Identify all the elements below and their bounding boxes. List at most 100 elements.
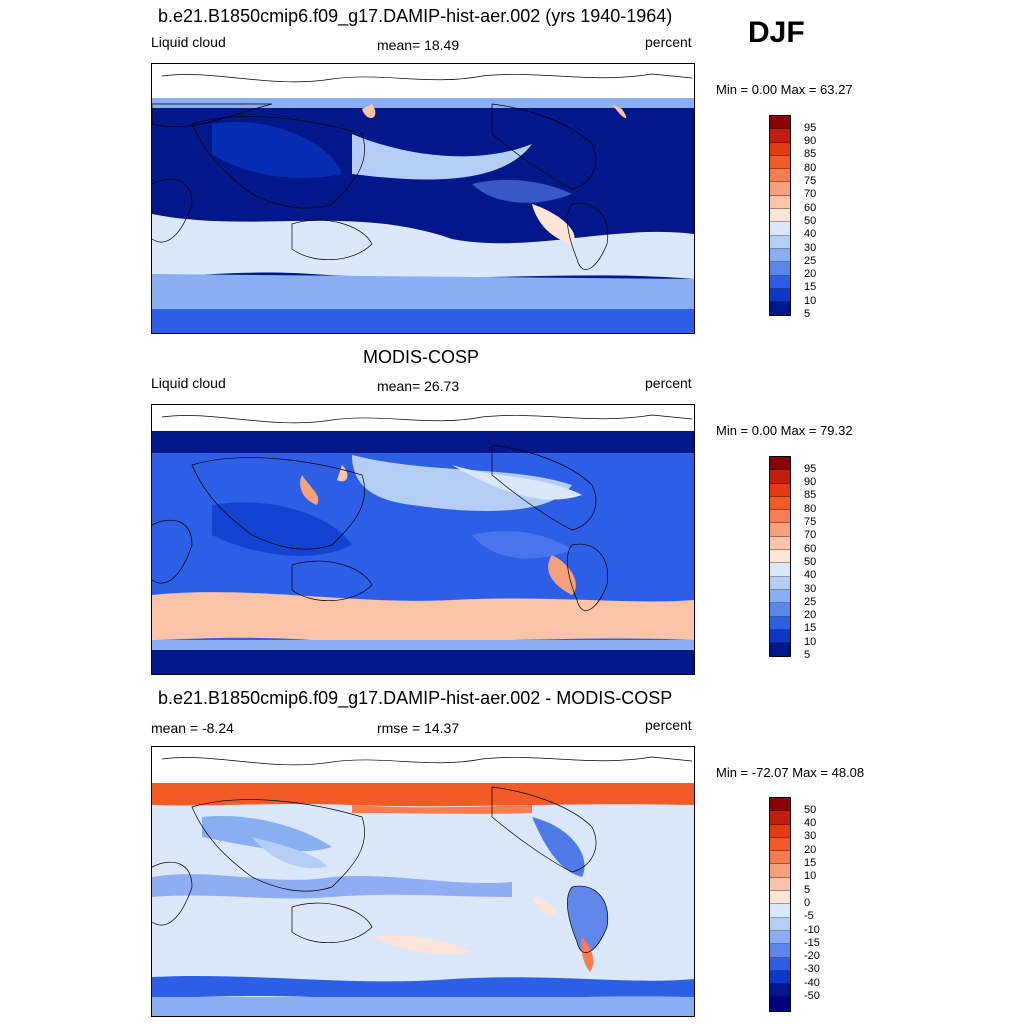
colorbar-tick-label: 10 <box>804 635 817 648</box>
colorbar-tick-label: 80 <box>804 502 817 515</box>
colorbar-tick-label: 20 <box>804 609 817 622</box>
colorbar-tick-label: 15 <box>804 622 817 635</box>
colorbar-swatch <box>770 984 790 998</box>
colorbar-tick-label: 25 <box>804 595 817 608</box>
min-max-label: Min = 0.00 Max = 79.32 <box>716 423 853 438</box>
colorbar-swatch <box>770 129 790 143</box>
colorbar-tick-label: 15 <box>804 281 817 294</box>
colorbar-swatch <box>770 798 790 812</box>
colorbar-swatch <box>770 864 790 878</box>
colorbar <box>769 797 791 1012</box>
map-difference-liquid-cloud <box>151 746 695 1017</box>
colorbar-tick-label: 85 <box>804 489 817 502</box>
colorbar-swatch <box>770 589 790 604</box>
colorbar-swatch <box>770 576 790 590</box>
colorbar-swatch <box>770 209 790 223</box>
colorbar-swatch <box>770 550 790 564</box>
colorbar-tick-label: 30 <box>804 830 817 843</box>
colorbar-tick-label: 15 <box>804 857 817 869</box>
colorbar-swatch <box>770 536 790 551</box>
panel-title: b.e21.B1850cmip6.f09_g17.DAMIP-hist-aer.… <box>158 6 673 26</box>
colorbar-swatch <box>770 288 790 303</box>
units-label: percent <box>645 717 692 733</box>
colorbar-swatch <box>770 891 790 905</box>
colorbar-swatch <box>770 182 790 196</box>
map-modis-liquid-cloud <box>151 404 695 675</box>
colorbar-tick-label: 80 <box>804 161 817 174</box>
variable-label: Liquid cloud <box>151 34 226 50</box>
colorbar-tick-label: 90 <box>804 476 817 489</box>
colorbar-tick-label: 5 <box>804 649 811 661</box>
mean-label: mean = -8.24 <box>151 720 234 736</box>
colorbar-swatch <box>770 222 790 236</box>
units-label: percent <box>645 34 692 50</box>
colorbar-tick-label: -30 <box>804 963 820 976</box>
colorbar-swatch <box>770 837 790 852</box>
colorbar-swatch <box>770 997 790 1011</box>
colorbar-tick-label: 40 <box>804 228 817 241</box>
colorbar-swatch <box>770 643 790 657</box>
colorbar-swatch <box>770 904 790 918</box>
colorbar-tick-label: -10 <box>804 923 820 936</box>
colorbar-swatch <box>770 603 790 617</box>
colorbar-tick-label: 90 <box>804 135 817 148</box>
colorbar-tick-label: 30 <box>804 241 817 254</box>
colorbar-tick-label: 30 <box>804 582 817 595</box>
colorbar-tick-label: 20 <box>804 843 817 856</box>
colorbar-tick-label: 20 <box>804 268 817 281</box>
colorbar-tick-label: 60 <box>804 201 817 214</box>
colorbar-swatch <box>770 262 790 276</box>
rmse-label: rmse = 14.37 <box>377 720 460 736</box>
colorbar-tick-label: -5 <box>804 910 814 923</box>
panel-title: b.e21.B1850cmip6.f09_g17.DAMIP-hist-aer.… <box>158 688 673 708</box>
colorbar-tick-label: 50 <box>804 555 817 568</box>
colorbar-swatch <box>770 275 790 289</box>
colorbar-swatch <box>770 970 790 985</box>
colorbar-tick-label: -15 <box>804 936 820 949</box>
colorbar-tick-label: 60 <box>804 542 817 555</box>
colorbar-tick-label: 95 <box>804 462 817 475</box>
colorbar-swatch <box>770 142 790 156</box>
colorbar-swatch <box>770 851 790 865</box>
colorbar-swatch <box>770 470 790 484</box>
colorbar-swatch <box>770 917 790 931</box>
colorbar-tick-label: 10 <box>804 870 817 883</box>
colorbar-swatch <box>770 523 790 537</box>
colorbar-tick-label: 0 <box>804 896 811 909</box>
colorbar-tick-label: 50 <box>804 803 817 816</box>
colorbar-tick-label: 25 <box>804 254 817 267</box>
colorbar-tick-label: 70 <box>804 529 817 542</box>
colorbar-swatch <box>770 877 790 892</box>
colorbar-tick-label: 70 <box>804 188 817 201</box>
colorbar-swatch <box>770 195 790 210</box>
colorbar-tick-label: 75 <box>804 175 817 187</box>
map-model-liquid-cloud <box>151 63 695 334</box>
colorbar-swatch <box>770 811 790 825</box>
colorbar <box>769 115 791 317</box>
colorbar <box>769 456 791 658</box>
colorbar-tick-label: 50 <box>804 214 817 227</box>
min-max-label: Min = -72.07 Max = 48.08 <box>716 765 865 780</box>
colorbar-swatch <box>770 563 790 577</box>
colorbar-tick-label: 40 <box>804 817 817 830</box>
colorbar-tick-label: -40 <box>804 976 820 989</box>
colorbar-tick-label: 40 <box>804 569 817 582</box>
colorbar-swatch <box>770 930 790 945</box>
units-label: percent <box>645 375 692 391</box>
colorbar-swatch <box>770 824 790 838</box>
colorbar-tick-label: 5 <box>804 883 811 896</box>
colorbar-swatch <box>770 169 790 183</box>
colorbar-swatch <box>770 235 790 249</box>
colorbar-swatch <box>770 957 790 971</box>
mean-label: mean= 26.73 <box>377 378 460 394</box>
variable-label: Liquid cloud <box>151 375 226 391</box>
mean-label: mean= 18.49 <box>377 37 460 53</box>
colorbar-tick-label: 10 <box>804 294 817 307</box>
colorbar-swatch <box>770 616 790 630</box>
colorbar-swatch <box>770 510 790 524</box>
colorbar-tick-label: 75 <box>804 516 817 528</box>
season-label: DJF <box>748 16 805 49</box>
colorbar-swatch <box>770 629 790 644</box>
panel-title: MODIS-COSP <box>363 347 480 367</box>
colorbar-swatch <box>770 248 790 263</box>
